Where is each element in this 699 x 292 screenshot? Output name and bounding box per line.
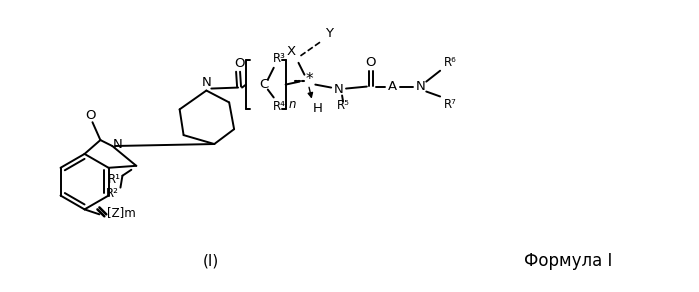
Text: N: N — [113, 138, 122, 150]
Text: O: O — [233, 57, 245, 70]
Text: R³: R³ — [273, 52, 286, 65]
Text: O: O — [85, 109, 96, 122]
Text: H: H — [312, 102, 322, 115]
Text: R⁴: R⁴ — [273, 100, 286, 113]
Text: R¹: R¹ — [108, 173, 121, 186]
Text: A: A — [388, 80, 397, 93]
Text: R⁷: R⁷ — [444, 98, 456, 111]
Text: (I): (I) — [203, 253, 219, 268]
Text: N: N — [334, 83, 344, 96]
Text: N: N — [201, 76, 211, 89]
Text: X: X — [287, 45, 296, 58]
Text: R⁶: R⁶ — [444, 56, 456, 69]
Text: R²: R² — [106, 187, 119, 200]
Text: Y: Y — [325, 27, 333, 40]
Text: Формула I: Формула I — [524, 252, 612, 270]
Text: N: N — [415, 80, 425, 93]
Text: n: n — [289, 98, 296, 111]
Text: [Z]m: [Z]m — [107, 206, 136, 219]
Text: O: O — [366, 56, 376, 69]
Text: R⁵: R⁵ — [337, 99, 350, 112]
Text: *: * — [305, 72, 313, 87]
Text: C: C — [259, 78, 268, 91]
